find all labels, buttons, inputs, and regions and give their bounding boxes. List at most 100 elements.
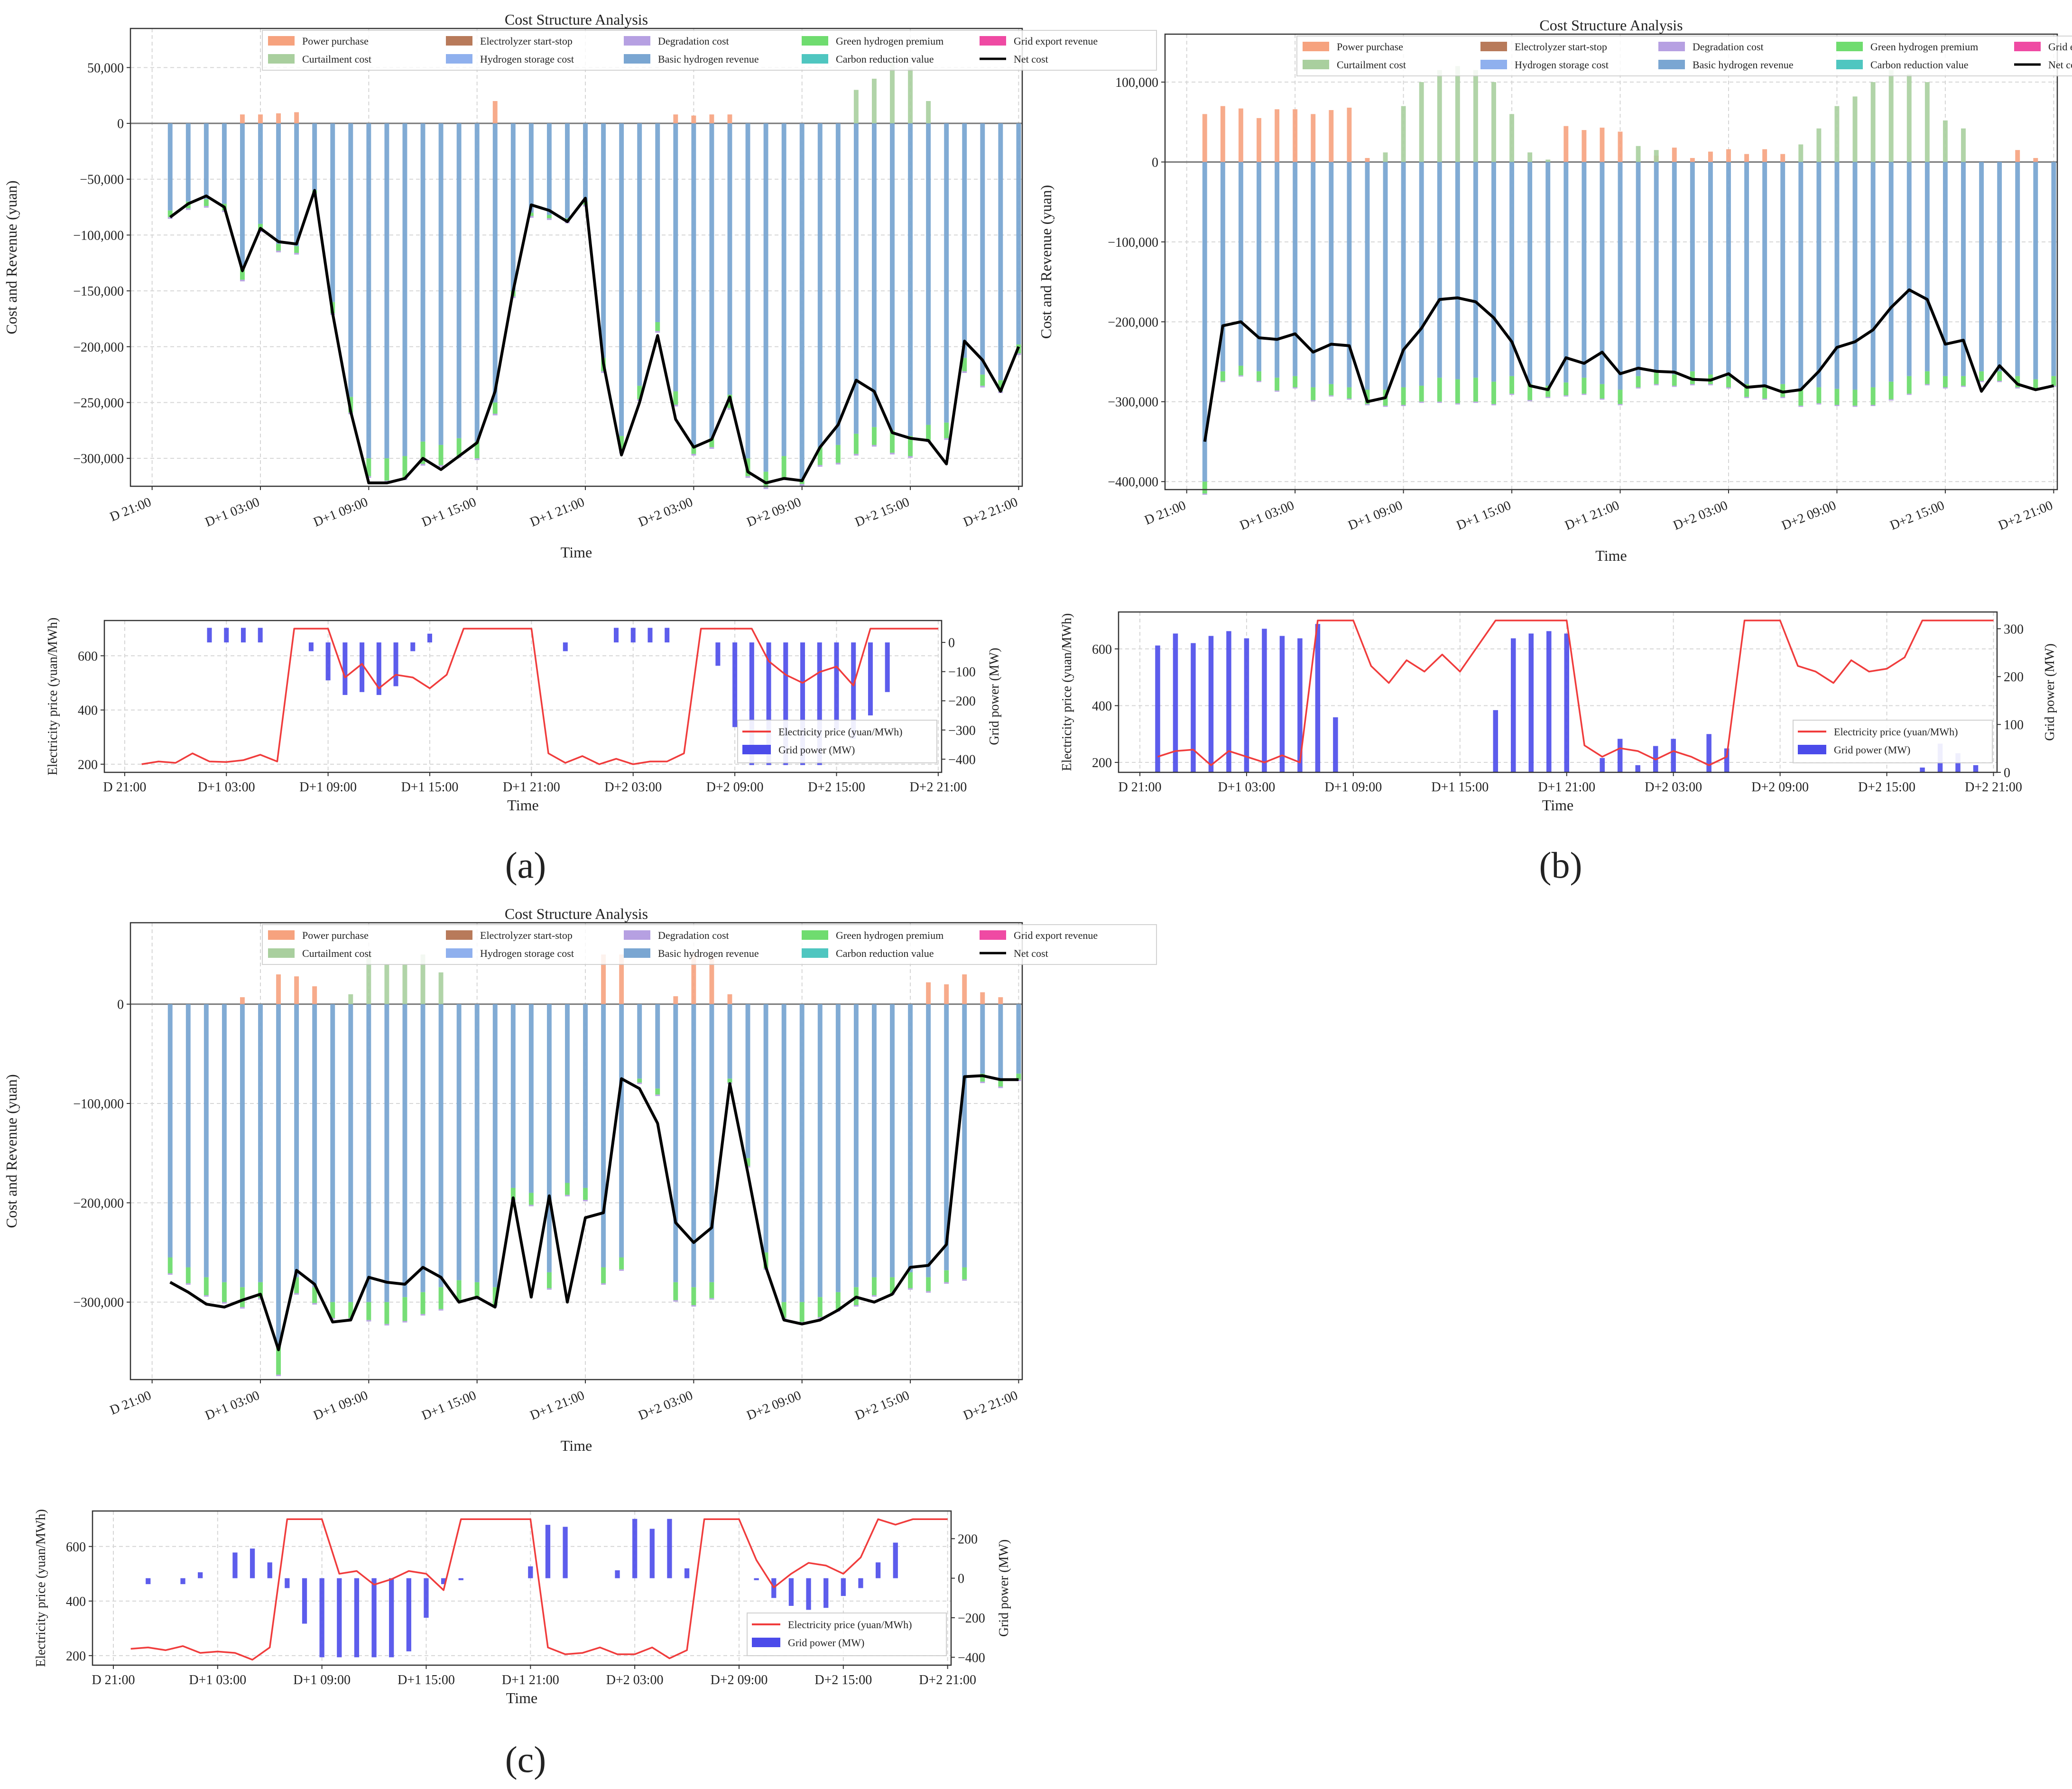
legend-swatch bbox=[624, 54, 650, 64]
grid-power-bar bbox=[800, 642, 805, 765]
bar-degradation-cost bbox=[1347, 399, 1352, 400]
grid-power-bar bbox=[1546, 631, 1552, 772]
x-tick-label: D+2 15:00 bbox=[1858, 780, 1915, 795]
grid-power-bar bbox=[749, 642, 754, 765]
bar-power-purchase bbox=[1202, 114, 1207, 162]
bar-green-hydrogen-premium bbox=[908, 1272, 913, 1288]
bar-basic-hydrogen-revenue bbox=[709, 123, 714, 438]
legend-label: Electrolyzer start-stop bbox=[480, 35, 573, 47]
bar-power-purchase bbox=[709, 114, 714, 124]
x-tick-label: D+2 15:00 bbox=[814, 1673, 872, 1687]
bar-basic-hydrogen-revenue bbox=[402, 123, 407, 456]
bar-power-purchase bbox=[1365, 158, 1370, 162]
bar-degradation-cost bbox=[673, 405, 678, 407]
legend-swatch bbox=[1836, 60, 1863, 69]
y2-tick-label: 0 bbox=[2004, 766, 2010, 780]
x-tick-label: D+2 15:00 bbox=[808, 780, 865, 795]
bar-degradation-cost bbox=[709, 447, 714, 449]
panel-a-cost-chart: 50,000 0 −50,000 −100,000 −150,000 −200,000 −2… bbox=[3, 11, 1157, 561]
chart-title: Cost Structure Analysis bbox=[505, 11, 648, 28]
bar-power-purchase bbox=[1257, 118, 1261, 162]
net-cost-line bbox=[1203, 288, 2054, 442]
bar-curtailment-cost bbox=[366, 954, 371, 1004]
grid-power-bar bbox=[528, 1566, 533, 1578]
bar-basic-hydrogen-revenue bbox=[185, 123, 191, 202]
bar-basic-hydrogen-revenue bbox=[546, 123, 552, 215]
bar-power-purchase bbox=[1220, 106, 1225, 162]
bar-basic-hydrogen-revenue bbox=[222, 1004, 227, 1282]
bar-power-purchase bbox=[240, 114, 245, 124]
bar-basic-hydrogen-revenue bbox=[890, 1004, 895, 1278]
x-tick-label: D+1 03:00 bbox=[1238, 498, 1296, 533]
legend-swatch bbox=[802, 54, 828, 64]
grid-power-bar bbox=[1671, 739, 1676, 772]
y2-axis-label: Grid power (MW) bbox=[2043, 643, 2057, 741]
bar-degradation-cost bbox=[185, 208, 191, 210]
bar-basic-hydrogen-revenue bbox=[583, 123, 588, 202]
bar-basic-hydrogen-revenue bbox=[1365, 162, 1370, 390]
bar-power-purchase bbox=[980, 992, 985, 1004]
bar-green-hydrogen-premium bbox=[1437, 378, 1442, 402]
bar-degradation-cost bbox=[727, 408, 732, 410]
net-cost-line bbox=[169, 1074, 1019, 1352]
bar-curtailment-cost bbox=[1419, 82, 1424, 162]
legend-label: Electrolyzer start-stop bbox=[1515, 41, 1607, 53]
bar-curtailment-cost bbox=[420, 954, 426, 1004]
bar-degradation-cost bbox=[1202, 493, 1207, 495]
bar-degradation-cost bbox=[492, 414, 498, 416]
bar-basic-hydrogen-revenue bbox=[619, 1004, 624, 1258]
bar-basic-hydrogen-revenue bbox=[1726, 162, 1731, 376]
bar-basic-hydrogen-revenue bbox=[312, 1004, 317, 1288]
bar-degradation-cost bbox=[745, 476, 750, 478]
y2-tick-label: 300 bbox=[2004, 622, 2024, 637]
bar-basic-hydrogen-revenue bbox=[1275, 162, 1280, 378]
bar-basic-hydrogen-revenue bbox=[944, 123, 949, 423]
y-tick-label: 0 bbox=[117, 117, 124, 131]
bar-green-hydrogen-premium bbox=[619, 1257, 624, 1270]
bar-basic-hydrogen-revenue bbox=[1690, 162, 1695, 371]
bar-green-hydrogen-premium bbox=[167, 210, 173, 217]
bar-degradation-cost bbox=[1708, 384, 1713, 386]
x-tick-label: D+2 21:00 bbox=[1996, 498, 2055, 533]
bar-basic-hydrogen-revenue bbox=[655, 1004, 660, 1089]
bar-basic-hydrogen-revenue bbox=[492, 123, 498, 403]
x-tick-label: D+1 09:00 bbox=[1324, 780, 1382, 795]
legend-label: Degradation cost bbox=[658, 929, 729, 941]
grid-power-bar bbox=[1226, 631, 1231, 772]
bar-degradation-cost bbox=[366, 476, 371, 478]
grid-power-bar bbox=[1173, 633, 1178, 772]
legend-label: Carbon reduction value bbox=[1870, 59, 1969, 71]
grid-power-bar bbox=[563, 1527, 568, 1578]
y-tick-label: −300,000 bbox=[73, 1296, 124, 1310]
bar-basic-hydrogen-revenue bbox=[673, 123, 678, 391]
bar-green-hydrogen-premium bbox=[944, 1270, 949, 1282]
bar-green-hydrogen-premium bbox=[276, 1346, 281, 1375]
bar-degradation-cost bbox=[528, 1205, 534, 1206]
bar-degradation-cost bbox=[980, 1081, 985, 1084]
bar-basic-hydrogen-revenue bbox=[1906, 162, 1912, 376]
bar-basic-hydrogen-revenue bbox=[727, 123, 732, 395]
bar-green-hydrogen-premium bbox=[1419, 386, 1424, 402]
bar-green-hydrogen-premium bbox=[1636, 376, 1641, 388]
bar-power-purchase bbox=[926, 982, 931, 1004]
legend-label: Curtailment cost bbox=[302, 947, 371, 959]
bar-basic-hydrogen-revenue bbox=[601, 1004, 606, 1268]
legend-label: Hydrogen storage cost bbox=[480, 947, 574, 959]
x-axis-label: Time bbox=[1595, 547, 1627, 564]
bar-basic-hydrogen-revenue bbox=[1419, 162, 1424, 386]
x-tick-label: D+2 03:00 bbox=[636, 1388, 695, 1423]
bar-basic-hydrogen-revenue bbox=[294, 1004, 299, 1278]
x-tick-label: D+1 09:00 bbox=[293, 1673, 351, 1687]
bar-green-hydrogen-premium bbox=[1582, 378, 1587, 394]
bar-curtailment-cost bbox=[1437, 70, 1442, 162]
legend-swatch bbox=[980, 36, 1006, 46]
grid-power-bar bbox=[841, 1578, 846, 1596]
bar-degradation-cost bbox=[655, 331, 660, 333]
bar-curtailment-cost bbox=[1924, 82, 1930, 162]
bar-green-hydrogen-premium bbox=[438, 445, 444, 465]
bar-basic-hydrogen-revenue bbox=[167, 123, 173, 211]
bar-degradation-cost bbox=[204, 206, 209, 208]
bar-degradation-cost bbox=[222, 1302, 227, 1304]
y-tick-label: 200 bbox=[1092, 756, 1112, 770]
bar-basic-hydrogen-revenue bbox=[1618, 162, 1623, 390]
